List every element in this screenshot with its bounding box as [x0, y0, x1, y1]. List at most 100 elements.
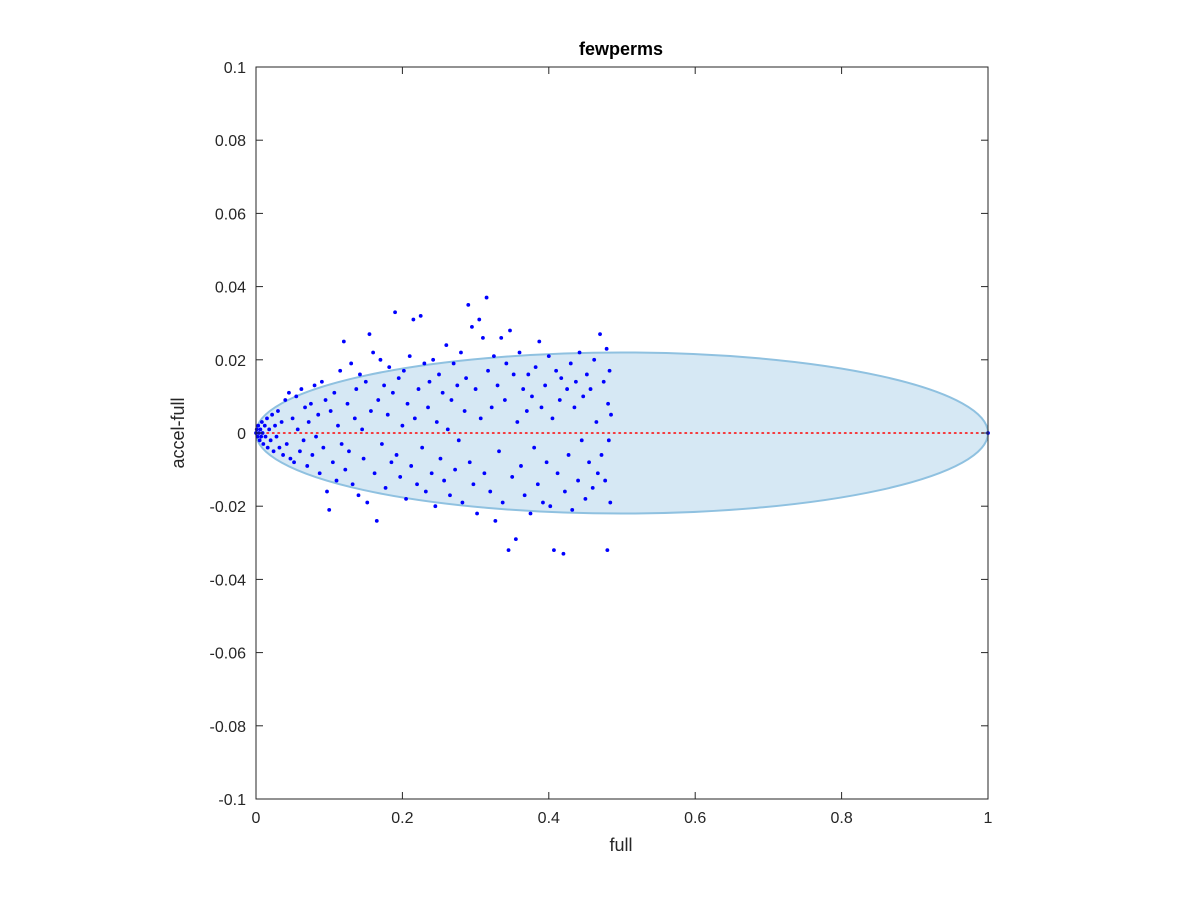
data-point	[270, 412, 275, 417]
data-point	[277, 445, 282, 450]
data-point	[382, 383, 386, 388]
data-point	[258, 427, 263, 432]
data-point	[369, 409, 373, 413]
data-point	[336, 423, 340, 428]
data-point	[552, 548, 556, 553]
data-point	[321, 445, 326, 450]
data-point	[607, 368, 612, 373]
data-point	[484, 295, 489, 300]
data-point	[521, 387, 526, 391]
data-point	[524, 409, 529, 413]
data-point	[535, 482, 540, 487]
data-point	[255, 434, 260, 439]
data-point	[401, 368, 406, 373]
data-point	[511, 372, 516, 377]
x-tick-label: 1	[984, 810, 993, 827]
data-point	[363, 379, 368, 384]
data-point	[265, 445, 270, 450]
data-point	[528, 511, 533, 516]
data-point	[374, 518, 379, 523]
data-point	[445, 427, 450, 432]
data-point	[292, 460, 296, 465]
data-point	[605, 548, 610, 553]
data-point	[554, 368, 559, 373]
data-point	[604, 346, 609, 351]
data-point	[581, 394, 586, 399]
x-tick-label: 0.4	[538, 810, 560, 827]
points-layer	[254, 295, 990, 556]
data-point	[577, 350, 582, 355]
data-point	[595, 471, 600, 476]
data-point	[257, 438, 262, 443]
data-point	[478, 416, 483, 421]
data-point	[500, 500, 505, 505]
data-point	[306, 420, 311, 424]
data-point	[411, 317, 416, 322]
y-tick-label: -0.1	[218, 792, 246, 809]
data-point	[416, 387, 421, 391]
data-point	[572, 405, 577, 410]
data-point	[440, 390, 445, 395]
data-point	[437, 372, 441, 377]
data-point	[422, 361, 427, 366]
data-point	[256, 423, 261, 428]
data-point	[488, 489, 493, 494]
data-point	[365, 500, 370, 505]
x-axis-label: full	[609, 835, 632, 855]
data-point	[328, 409, 333, 413]
data-point	[606, 401, 610, 406]
y-axis-label: accel-full	[168, 397, 188, 468]
data-point	[493, 518, 498, 523]
data-point	[398, 475, 403, 479]
data-point	[283, 398, 288, 402]
data-point	[267, 427, 272, 432]
data-point	[497, 449, 501, 454]
x-tick-label: 0.2	[391, 810, 413, 827]
data-point	[412, 416, 417, 421]
data-point	[449, 398, 454, 402]
x-tick-label: 0.6	[684, 810, 706, 827]
data-point	[548, 504, 553, 509]
data-point	[274, 434, 279, 439]
data-point	[305, 464, 310, 468]
data-point	[481, 335, 485, 340]
ticks-layer: 0 0.2 0.4 0.6 0.8 1 -0.1 -0.08 -0.06 -0.04 -0.02 0 0…	[210, 60, 993, 827]
data-point	[387, 365, 392, 370]
data-point	[599, 453, 604, 457]
data-point	[587, 460, 591, 465]
data-point	[470, 324, 474, 329]
data-point	[341, 339, 346, 344]
data-point	[573, 379, 578, 384]
data-point	[265, 416, 269, 421]
data-point	[254, 427, 259, 432]
data-point	[533, 365, 538, 370]
data-point	[495, 383, 500, 388]
y-tick-label: 0.04	[215, 280, 246, 297]
data-point	[541, 500, 545, 505]
data-point	[506, 548, 511, 553]
data-point	[451, 361, 456, 366]
data-point	[609, 412, 613, 417]
data-point	[486, 368, 490, 373]
data-point	[438, 456, 443, 461]
data-point	[271, 449, 276, 454]
data-point	[471, 482, 476, 487]
data-point	[367, 332, 372, 337]
data-point	[279, 420, 284, 424]
data-point	[418, 313, 423, 318]
data-point	[394, 453, 399, 457]
data-point	[352, 416, 357, 421]
y-tick-label: 0.1	[224, 60, 246, 77]
data-point	[459, 350, 463, 355]
data-point	[372, 471, 377, 476]
data-point	[448, 493, 452, 498]
data-point	[371, 350, 376, 355]
data-point	[456, 438, 461, 443]
y-tick-label: -0.04	[210, 572, 247, 589]
data-point	[539, 405, 544, 410]
data-point	[598, 332, 602, 337]
data-point	[345, 401, 350, 406]
data-point	[508, 328, 512, 333]
data-point	[526, 372, 531, 377]
